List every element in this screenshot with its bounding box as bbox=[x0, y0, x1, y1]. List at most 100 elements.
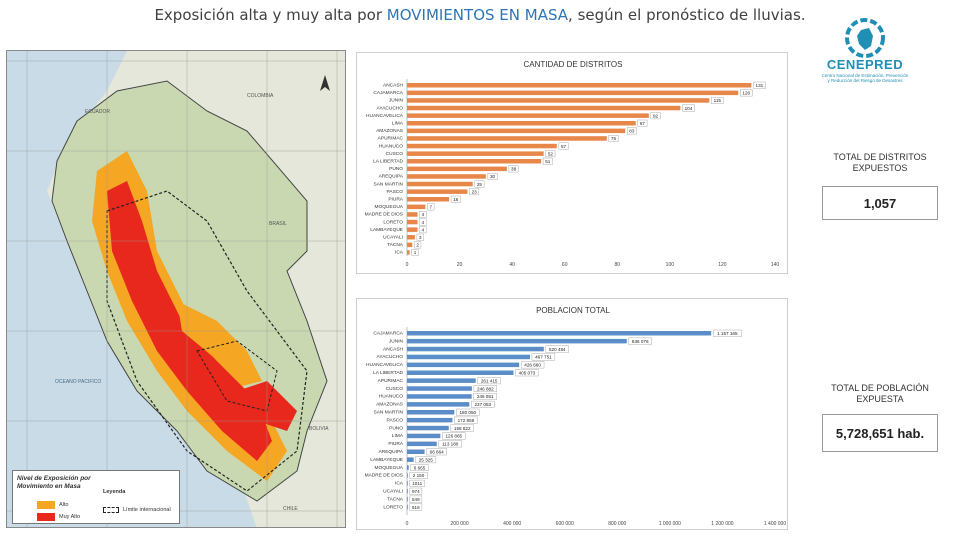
x-tick-label: 80 bbox=[615, 262, 621, 268]
data-label: 405 073 bbox=[519, 371, 536, 376]
category-label: AMAZONAS bbox=[376, 402, 403, 408]
data-label-box bbox=[545, 150, 556, 158]
bar bbox=[407, 181, 473, 187]
category-label: HUANUCO bbox=[379, 394, 404, 400]
slide-title: Exposición alta y muy alta por MOVIMIENT… bbox=[0, 6, 960, 24]
data-label-box bbox=[487, 172, 498, 180]
data-label: 87 bbox=[640, 121, 646, 126]
data-label: 180 050 bbox=[459, 410, 476, 415]
bar bbox=[407, 402, 470, 407]
population-bar-chart: POBLACION TOTAL 0 200 000 400 000 600 000 800… bbox=[365, 306, 787, 527]
data-label: 1 bbox=[414, 250, 417, 255]
legend-label-muy-alto: Muy Alto bbox=[59, 514, 81, 520]
bar bbox=[407, 465, 409, 470]
category-label: HUANCAVELICA bbox=[366, 113, 404, 119]
data-label-box bbox=[409, 495, 423, 503]
data-label: 30 bbox=[490, 174, 496, 179]
category-label: PASCO bbox=[387, 417, 404, 423]
data-label-box bbox=[558, 142, 569, 150]
data-label-box bbox=[419, 210, 427, 218]
cenepred-logo-icon bbox=[845, 18, 885, 58]
category-label: SAN MARTIN bbox=[374, 181, 404, 187]
category-label: AYACUCHO bbox=[377, 354, 404, 360]
bar bbox=[407, 242, 413, 248]
legend-swatch-alto bbox=[37, 501, 55, 509]
districts-kpi-label: TOTAL DE DISTRITOS EXPUESTOS bbox=[833, 152, 927, 173]
data-label-box bbox=[450, 424, 474, 432]
bar bbox=[407, 331, 712, 336]
data-label-box bbox=[473, 392, 497, 400]
data-label-box bbox=[740, 89, 753, 97]
x-tick-label: 800 000 bbox=[608, 521, 626, 527]
data-label: 4 bbox=[422, 220, 425, 225]
category-label: MADRE DE DIOS bbox=[365, 212, 403, 218]
data-label: 25 bbox=[477, 182, 483, 187]
bar bbox=[407, 489, 408, 494]
category-label: CUSCO bbox=[386, 386, 404, 392]
data-label-box bbox=[454, 416, 478, 424]
data-label: 836 076 bbox=[632, 339, 649, 344]
data-label-box bbox=[411, 248, 419, 256]
x-tick-label: 20 bbox=[457, 262, 463, 268]
data-label: 1 157 165 bbox=[717, 331, 738, 336]
map-label-chile: CHILE bbox=[283, 506, 298, 512]
data-label-box bbox=[409, 487, 423, 495]
bar bbox=[407, 143, 557, 149]
title-suffix: , según el pronóstico de lluvias. bbox=[568, 6, 806, 24]
data-label-box bbox=[542, 157, 553, 165]
data-label: 261 415 bbox=[481, 378, 498, 383]
bar bbox=[407, 481, 408, 486]
data-label: 246 081 bbox=[477, 394, 494, 399]
logo-name: CENEPRED bbox=[826, 57, 904, 72]
data-label-box bbox=[415, 456, 437, 464]
bar bbox=[407, 362, 520, 368]
data-label-box bbox=[414, 241, 422, 249]
bar bbox=[407, 189, 468, 194]
category-label: CAJAMARCA bbox=[373, 331, 403, 337]
x-tick-label: 200 000 bbox=[451, 521, 469, 527]
legend-label-alto: Alto bbox=[59, 502, 69, 508]
data-label: 2 150 bbox=[413, 473, 425, 478]
data-label: 549 bbox=[412, 497, 420, 502]
map-legend: Nivel de Exposición por Movimiento en Ma… bbox=[12, 470, 180, 524]
data-label: 6 665 bbox=[414, 465, 426, 470]
data-label-box bbox=[409, 479, 425, 487]
x-tick-label: 0 bbox=[406, 521, 409, 527]
bar bbox=[407, 417, 453, 423]
x-tick-label: 140 bbox=[771, 262, 780, 268]
data-label-box bbox=[442, 432, 466, 440]
data-label-box bbox=[753, 81, 766, 89]
data-label-box bbox=[456, 408, 480, 416]
category-label: PIURA bbox=[388, 441, 403, 447]
population-kpi-value: 5,728,651 hab. bbox=[822, 414, 938, 452]
data-label: 52 bbox=[548, 151, 554, 156]
data-label-box bbox=[419, 226, 427, 234]
bar bbox=[407, 204, 426, 210]
bar bbox=[407, 98, 710, 103]
category-label: AYACUCHO bbox=[377, 105, 404, 111]
category-label: CAJAMARCA bbox=[373, 90, 403, 96]
category-label: JUNIN bbox=[389, 98, 404, 104]
data-label: 426 660 bbox=[524, 363, 541, 368]
category-label: TACNA bbox=[387, 496, 404, 502]
category-label: MADRE DE DIOS bbox=[365, 473, 403, 479]
category-label: PUNO bbox=[389, 166, 403, 172]
data-label-box bbox=[608, 134, 619, 142]
category-label: LIMA bbox=[392, 433, 404, 439]
data-label: 113 180 bbox=[442, 442, 459, 447]
legend-boundary-label: Límite internacional bbox=[123, 507, 171, 513]
population-chart-panel: POBLACION TOTAL 0 200 000 400 000 600 000 800… bbox=[356, 298, 788, 530]
bar bbox=[407, 174, 486, 179]
category-label: ICA bbox=[395, 481, 404, 487]
data-label-box bbox=[626, 127, 637, 135]
data-label: 516 bbox=[412, 505, 420, 510]
x-tick-label: 60 bbox=[562, 262, 568, 268]
bar bbox=[407, 425, 449, 431]
category-label: LORETO bbox=[383, 504, 403, 510]
category-label: PASCO bbox=[387, 189, 404, 195]
data-label: 51 bbox=[545, 159, 551, 164]
data-label-box bbox=[469, 188, 480, 196]
category-label: LAMBAYEQUE bbox=[370, 457, 403, 463]
data-label: 38 bbox=[511, 167, 517, 172]
category-label: AREQUIPA bbox=[379, 174, 404, 180]
